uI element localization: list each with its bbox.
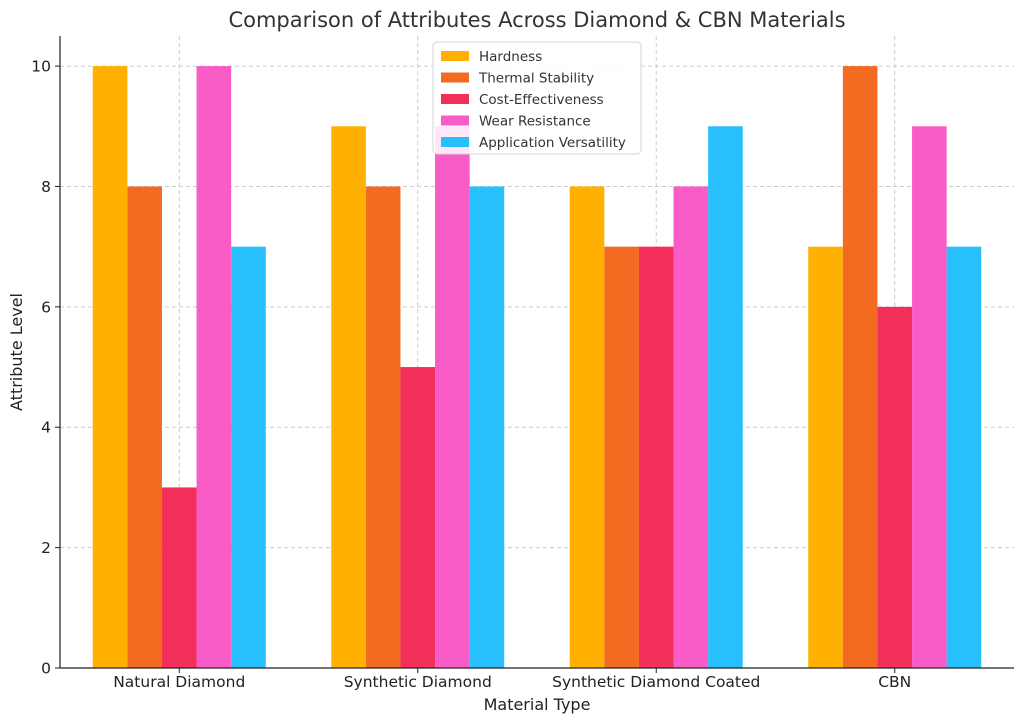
bar-wear-resistance-cbn (912, 126, 947, 669)
legend-box (432, 41, 642, 155)
y-axis-label: Attribute Level (7, 293, 26, 411)
legend-label: Wear Resistance (479, 114, 591, 130)
legend-swatch (441, 137, 469, 147)
bar-cost-effectiveness-synthetic-diamond (400, 367, 436, 668)
bar-wear-resistance-synthetic-diamond (435, 126, 470, 669)
bar-wear-resistance-synthetic-diamond-coated (673, 186, 709, 668)
x-tick-label: CBN (878, 673, 911, 691)
bar-cost-effectiveness-cbn (877, 306, 913, 668)
y-tick-label: 10 (31, 58, 51, 76)
bar-thermal-stability-synthetic-diamond (365, 186, 401, 668)
legend-label: Cost-Effectiveness (479, 92, 604, 108)
bar-thermal-stability-synthetic-diamond-coated (604, 246, 639, 668)
bar-thermal-stability-natural-diamond (127, 186, 162, 668)
bar-application-versatility-synthetic-diamond-coated (708, 126, 743, 669)
x-tick-label: Synthetic Diamond Coated (552, 673, 760, 691)
bar-thermal-stability-cbn (842, 66, 878, 669)
bar-hardness-natural-diamond (92, 66, 128, 669)
y-tick-label: 6 (41, 298, 51, 316)
bar-cost-effectiveness-synthetic-diamond-coated (638, 246, 674, 668)
bar-application-versatility-natural-diamond (231, 246, 266, 668)
bar-hardness-synthetic-diamond-coated (569, 186, 605, 668)
bar-hardness-cbn (808, 246, 843, 668)
legend-label: Hardness (479, 49, 542, 65)
legend: Hardness Thermal Stability Cost-Effectiven… (432, 41, 642, 155)
bar-hardness-synthetic-diamond (331, 126, 366, 669)
x-axis-label: Material Type (484, 695, 591, 714)
legend-swatch (441, 72, 469, 83)
legend-label: Application Versatility (479, 135, 626, 151)
bar-application-versatility-synthetic-diamond (469, 186, 505, 668)
bar-application-versatility-cbn (946, 246, 982, 668)
axes-layer: 0 2 4 6 8 10 Natural Diamond Synthetic Diamond S… (31, 36, 1014, 691)
legend-swatch (441, 94, 469, 104)
y-tick-label: 4 (41, 419, 51, 437)
legend-swatch (441, 51, 469, 61)
chart-title: Comparison of Attributes Across Diamond … (228, 8, 845, 32)
y-tick-label: 2 (41, 539, 51, 557)
legend-label: Thermal Stability (478, 71, 594, 87)
y-tick-label: 8 (41, 178, 51, 196)
bar-wear-resistance-natural-diamond (196, 66, 232, 669)
bar-cost-effectiveness-natural-diamond (161, 487, 197, 668)
x-tick-label: Synthetic Diamond (344, 673, 492, 691)
y-tick-label: 0 (41, 660, 51, 678)
x-tick-label: Natural Diamond (113, 673, 245, 691)
legend-swatch (441, 115, 469, 126)
bars-layer (92, 66, 982, 669)
